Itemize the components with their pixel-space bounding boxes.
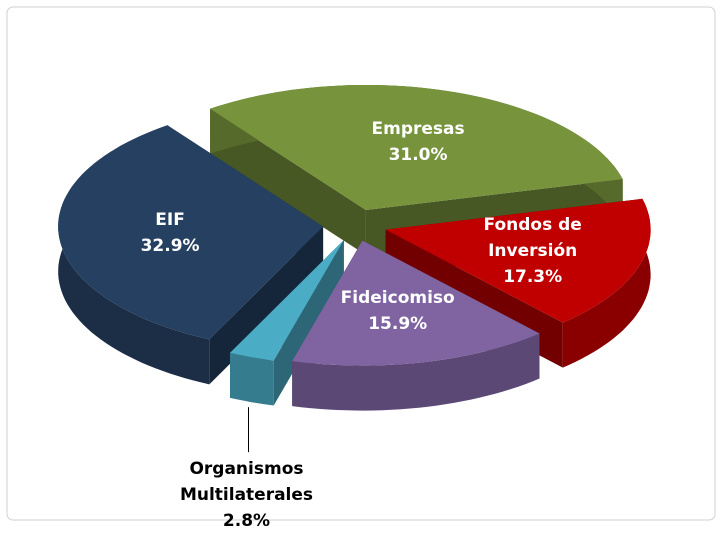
value-label: 15.9% xyxy=(368,314,428,335)
slice-side xyxy=(209,226,324,385)
slice-wall xyxy=(230,352,274,406)
slice-side xyxy=(210,108,366,255)
value-label: 17.3% xyxy=(503,266,563,287)
value-label: 2.8% xyxy=(222,511,271,532)
value-label: 32.9% xyxy=(140,236,200,257)
category-label: Organismos Multilaterales xyxy=(179,459,314,506)
data-label: Fondos de Inversión 17.3% xyxy=(473,212,593,290)
slice-top xyxy=(385,198,651,323)
data-label: EIF 32.9% xyxy=(110,207,230,259)
value-label: 31.0% xyxy=(388,144,448,165)
data-label: Empresas 31.0% xyxy=(358,116,478,168)
category-label: Empresas xyxy=(371,118,465,139)
category-label: Fideicomiso xyxy=(340,288,455,309)
slice-top xyxy=(210,85,623,210)
data-label: Organismos Multilaterales 2.8% xyxy=(171,456,321,534)
data-label: Fideicomiso 15.9% xyxy=(338,285,458,337)
category-label: Fondos de Inversión xyxy=(483,214,582,261)
pie-slice xyxy=(58,125,324,385)
slice-wall xyxy=(562,198,651,368)
pie-slice xyxy=(230,240,344,406)
slice-top xyxy=(58,125,324,340)
slice-top xyxy=(230,240,344,361)
category-label: EIF xyxy=(155,210,185,231)
slice-wall xyxy=(292,333,540,411)
slice-top xyxy=(292,240,540,366)
pie-slice xyxy=(292,240,540,411)
